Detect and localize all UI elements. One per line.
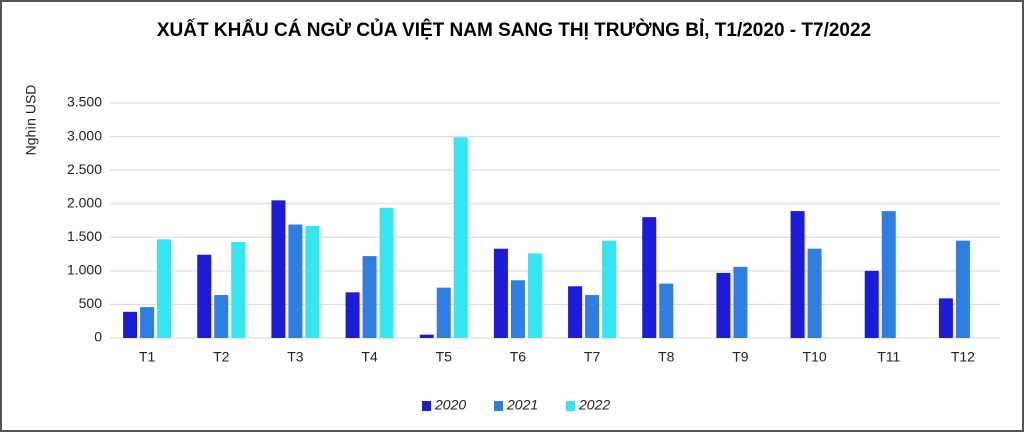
x-tick-label: T7 bbox=[584, 349, 601, 365]
bar bbox=[568, 286, 583, 338]
bar bbox=[157, 239, 172, 338]
bar bbox=[453, 137, 468, 338]
x-tick-label: T11 bbox=[877, 349, 900, 365]
bar bbox=[955, 240, 970, 338]
x-tick-label: T6 bbox=[510, 349, 527, 365]
y-tick-label: 2.500 bbox=[67, 161, 102, 177]
y-tick-label: 500 bbox=[79, 295, 103, 311]
legend-label: 2021 bbox=[506, 397, 538, 413]
y-tick-label: 1.500 bbox=[67, 228, 102, 244]
x-tick-label: T3 bbox=[287, 349, 304, 365]
bar bbox=[881, 211, 896, 338]
legend-swatch bbox=[494, 401, 503, 411]
bar bbox=[642, 217, 657, 338]
bar bbox=[123, 311, 138, 338]
y-tick-label: 2.000 bbox=[67, 194, 102, 210]
y-tick-label: 1.000 bbox=[67, 262, 102, 278]
bar bbox=[659, 283, 674, 338]
bar bbox=[938, 298, 953, 338]
bar bbox=[231, 241, 246, 338]
bar bbox=[493, 248, 508, 338]
bar bbox=[585, 295, 600, 338]
bar bbox=[345, 292, 360, 338]
bar bbox=[733, 266, 748, 338]
bar bbox=[197, 254, 212, 338]
bar bbox=[288, 224, 303, 338]
bar bbox=[140, 307, 155, 338]
x-tick-label: T12 bbox=[951, 349, 975, 365]
y-axis-label: Nghìn USD bbox=[23, 85, 39, 156]
x-tick-label: T10 bbox=[803, 349, 827, 365]
bar bbox=[419, 334, 434, 338]
y-tick-label: 3.500 bbox=[67, 94, 102, 110]
x-tick-label: T1 bbox=[139, 349, 156, 365]
bar bbox=[510, 280, 525, 338]
bar bbox=[305, 225, 320, 338]
bar bbox=[379, 207, 394, 338]
bar bbox=[716, 272, 731, 338]
bar bbox=[807, 248, 822, 338]
bar bbox=[214, 295, 229, 338]
chart-title: XUẤT KHẨU CÁ NGỪ CỦA VIỆT NAM SANG THỊ T… bbox=[156, 20, 872, 41]
bar bbox=[271, 200, 286, 338]
bar bbox=[527, 253, 542, 338]
x-tick-label: T9 bbox=[732, 349, 749, 365]
legend-label: 2020 bbox=[434, 397, 466, 413]
x-tick-label: T2 bbox=[213, 349, 230, 365]
y-tick-label: 0 bbox=[94, 329, 102, 345]
bar bbox=[362, 256, 377, 338]
bar bbox=[602, 240, 617, 338]
y-tick-label: 3.000 bbox=[67, 127, 102, 143]
legend-swatch bbox=[422, 401, 431, 411]
x-tick-label: T8 bbox=[658, 349, 675, 365]
bar bbox=[436, 287, 451, 338]
x-tick-label: T4 bbox=[361, 349, 378, 365]
legend-swatch bbox=[566, 401, 575, 411]
bar bbox=[790, 211, 805, 338]
bar bbox=[864, 270, 879, 338]
x-tick-label: T5 bbox=[436, 349, 453, 365]
legend-label: 2022 bbox=[578, 397, 610, 413]
